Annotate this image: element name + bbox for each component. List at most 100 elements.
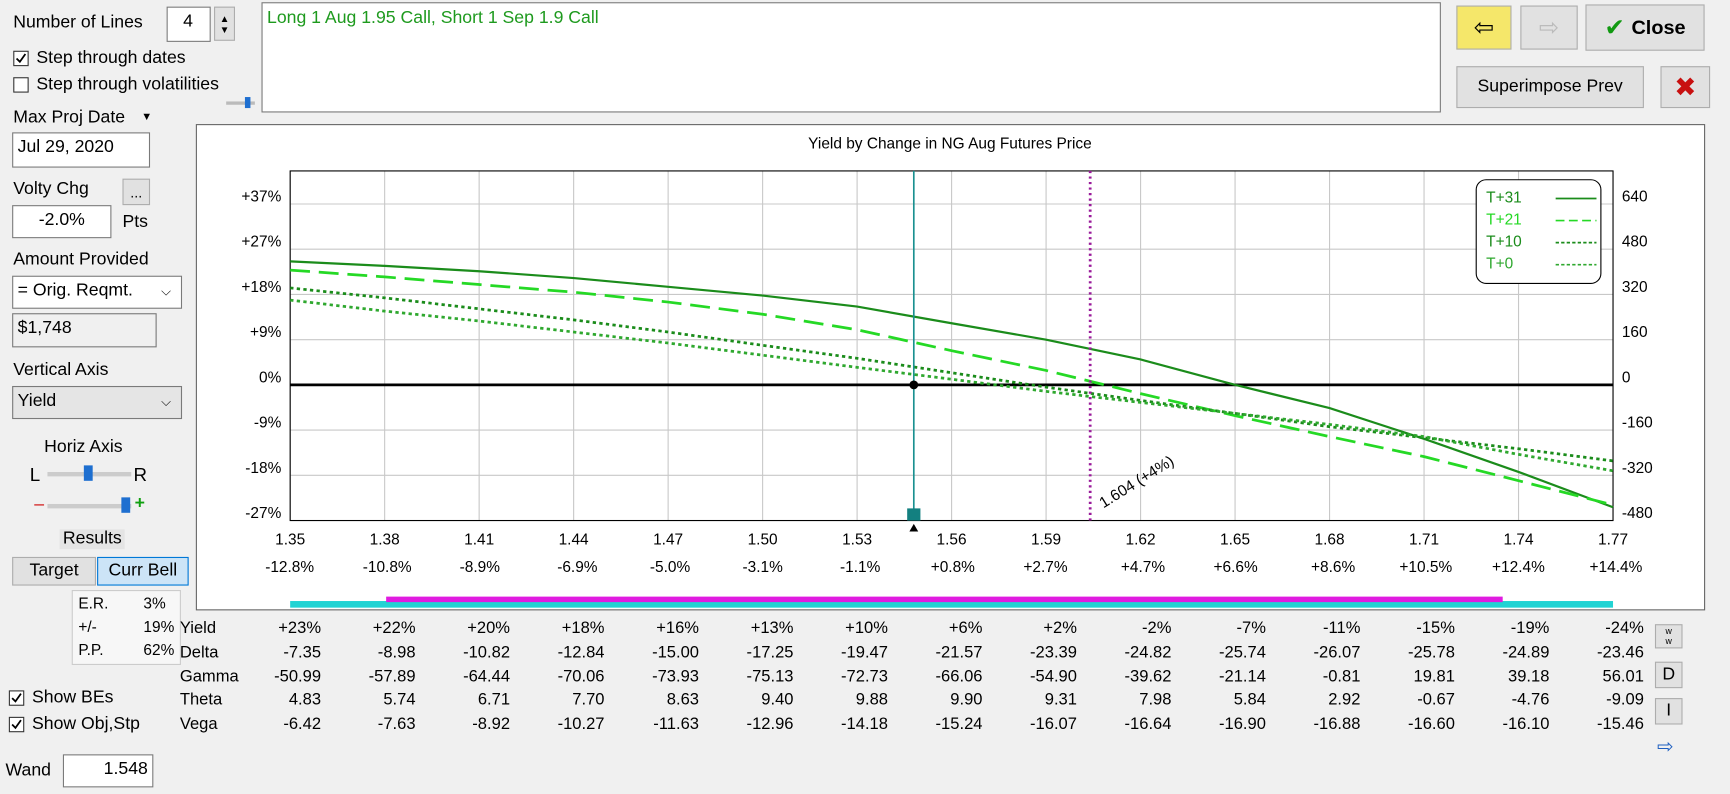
cell: 9.31 bbox=[1044, 690, 1077, 710]
check-mark bbox=[15, 53, 27, 64]
close-button[interactable]: ✔ Close bbox=[1585, 4, 1705, 51]
legend-label: T+10 bbox=[1486, 234, 1522, 251]
label: Vertical Axis bbox=[13, 360, 109, 380]
y-tick-label: 0 bbox=[1622, 369, 1631, 386]
cell: -16.64 bbox=[1124, 714, 1172, 734]
button[interactable]: Target bbox=[12, 556, 96, 586]
slider[interactable] bbox=[47, 497, 132, 513]
x-tick-label: 1.62 bbox=[1126, 531, 1156, 548]
x-tick-label: 1.68 bbox=[1315, 531, 1345, 548]
strategy-text: Long 1 Aug 1.95 Call, Short 1 Sep 1.9 Ca… bbox=[261, 2, 1441, 113]
cell: -24% bbox=[1605, 618, 1644, 638]
slider-thumb bbox=[244, 97, 251, 109]
cell: 56.01 bbox=[1602, 666, 1644, 686]
slider[interactable] bbox=[47, 465, 132, 481]
y2-tick-label: +18% bbox=[241, 279, 281, 296]
cell: +6% bbox=[948, 618, 983, 638]
cell: +20% bbox=[467, 618, 511, 638]
series-line bbox=[290, 260, 1614, 509]
export-icon[interactable]: ⇨ bbox=[1657, 735, 1674, 758]
cell: -14.18 bbox=[841, 714, 888, 734]
cell: 6.71 bbox=[477, 690, 511, 710]
cell: -73.93 bbox=[652, 666, 700, 686]
cell: +10% bbox=[845, 618, 888, 638]
y2-tick-label: 0% bbox=[259, 369, 282, 386]
y2-tick-label: -9% bbox=[254, 415, 282, 432]
legend-label: T+0 bbox=[1486, 256, 1513, 273]
cancel-button[interactable]: ✖ bbox=[1660, 66, 1711, 109]
cell: -12.84 bbox=[557, 642, 605, 662]
x2-tick-label: -1.1% bbox=[840, 559, 881, 576]
check-icon: ✔ bbox=[1604, 13, 1625, 41]
checkbox-label: Show BEs bbox=[31, 688, 114, 707]
button[interactable]: D bbox=[1654, 661, 1683, 689]
x-tick-label: 1.77 bbox=[1598, 531, 1628, 548]
y2-tick-label: +27% bbox=[241, 234, 281, 251]
cell: +16% bbox=[656, 618, 700, 638]
checkbox[interactable] bbox=[13, 50, 29, 67]
x2-tick-label: +12.4% bbox=[1492, 559, 1545, 576]
cell: 8.63 bbox=[666, 690, 700, 710]
spinner[interactable]: ▲ ▼ bbox=[214, 6, 236, 41]
cell: -70.06 bbox=[557, 666, 605, 686]
cell: -12.96 bbox=[746, 714, 794, 734]
volty-input[interactable]: -2.0% bbox=[12, 205, 112, 239]
cell: -8.98 bbox=[377, 642, 416, 662]
mini-slider[interactable] bbox=[226, 97, 255, 109]
cell: -15.24 bbox=[935, 714, 983, 734]
checkbox[interactable] bbox=[13, 77, 29, 93]
range-bar bbox=[290, 601, 1614, 608]
number-input[interactable]: 4 bbox=[166, 6, 211, 42]
button[interactable]: ... bbox=[122, 178, 151, 206]
back-button[interactable]: ⇦ bbox=[1456, 5, 1512, 50]
select[interactable]: = Orig. Reqmt. bbox=[12, 275, 183, 309]
x-tick-label: 1.53 bbox=[842, 531, 872, 548]
cell: 39.18 bbox=[1507, 666, 1550, 686]
x2-tick-label: -10.8% bbox=[363, 559, 412, 576]
x-tick-label: 1.35 bbox=[275, 531, 305, 548]
row-label: Theta bbox=[179, 690, 223, 710]
slider-label: – bbox=[34, 495, 45, 514]
checkbox[interactable] bbox=[8, 690, 25, 706]
cell: -39.62 bbox=[1124, 666, 1172, 686]
cell: 9.40 bbox=[761, 690, 794, 710]
cell: -2% bbox=[1142, 618, 1172, 638]
y-tick-label: 640 bbox=[1622, 188, 1648, 205]
cell: -10.27 bbox=[557, 714, 605, 734]
y-tick-label: 320 bbox=[1622, 279, 1648, 296]
button[interactable]: I bbox=[1654, 698, 1683, 725]
cell: -6.42 bbox=[283, 714, 322, 734]
button[interactable]: Superimpose Prev bbox=[1456, 66, 1644, 109]
dropdown-arrow[interactable]: ▼ bbox=[141, 111, 153, 124]
x2-tick-label: +0.8% bbox=[931, 559, 975, 576]
cell: -21.14 bbox=[1219, 666, 1266, 686]
y-tick-label: -320 bbox=[1622, 460, 1653, 477]
select[interactable]: Yield bbox=[12, 385, 183, 420]
cell: -57.89 bbox=[368, 666, 416, 686]
cell: 4.83 bbox=[288, 690, 322, 710]
cell: -17.25 bbox=[746, 642, 794, 662]
legend-label: T+31 bbox=[1486, 190, 1522, 207]
cell: -25.74 bbox=[1219, 642, 1266, 662]
cell: +22% bbox=[372, 618, 416, 638]
checkbox-label: Show Obj,Stp bbox=[31, 714, 140, 734]
date-input[interactable]: Jul 29, 2020 bbox=[12, 132, 151, 168]
button[interactable]: Curr Bell bbox=[97, 556, 189, 586]
x-tick-label: 1.50 bbox=[748, 531, 778, 548]
cell: -21.57 bbox=[935, 642, 983, 662]
x-tick-label: 1.56 bbox=[937, 531, 967, 548]
current-price-pointer bbox=[909, 523, 919, 532]
wand-input[interactable]: 1.548 bbox=[62, 754, 154, 788]
x-tick-label: 1.59 bbox=[1031, 531, 1061, 548]
plot-border bbox=[289, 170, 1614, 522]
cell: +23% bbox=[278, 618, 322, 638]
cell: -4.76 bbox=[1511, 690, 1550, 710]
cell: -16.10 bbox=[1502, 714, 1550, 734]
current-price-dot bbox=[909, 380, 919, 390]
cell: -64.44 bbox=[463, 666, 511, 686]
forward-button[interactable]: ⇨ bbox=[1520, 5, 1578, 50]
cell: 7.98 bbox=[1139, 690, 1172, 710]
checkbox[interactable] bbox=[8, 716, 25, 733]
cell: 19.81 bbox=[1413, 666, 1455, 686]
